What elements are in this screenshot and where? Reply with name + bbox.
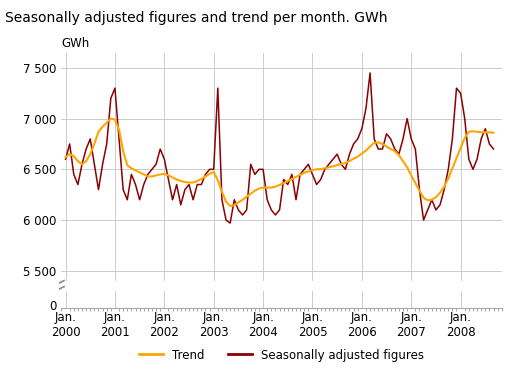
Legend: Trend, Seasonally adjusted figures: Trend, Seasonally adjusted figures bbox=[134, 344, 429, 366]
Text: Seasonally adjusted figures and trend per month. GWh: Seasonally adjusted figures and trend pe… bbox=[5, 11, 388, 25]
Text: GWh: GWh bbox=[61, 37, 89, 50]
